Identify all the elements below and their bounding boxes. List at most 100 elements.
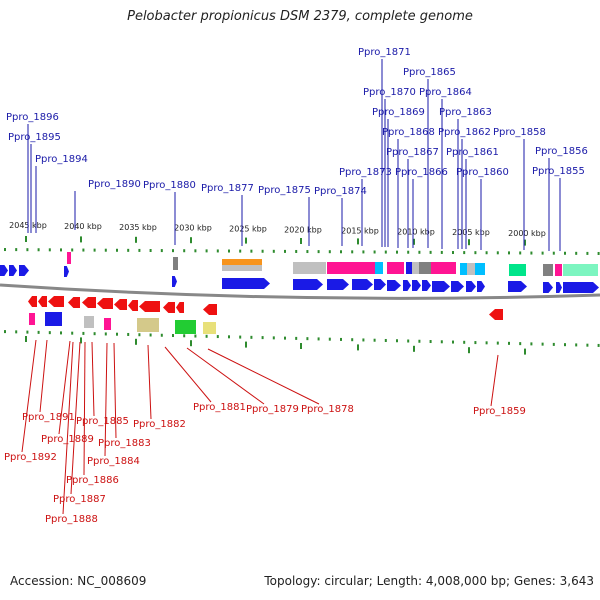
minor-tick [519, 251, 522, 255]
major-tick [135, 236, 137, 243]
major-tick [524, 239, 526, 246]
minor-tick [508, 251, 510, 255]
minor-tick [418, 250, 421, 254]
minor-tick [407, 250, 410, 254]
minor-tick [351, 338, 354, 342]
minor-tick [160, 249, 163, 253]
scale-tick-label: 2010 kbp [397, 227, 435, 236]
reverse-gene-arrow [176, 302, 184, 313]
minor-tick [306, 337, 309, 341]
reverse-gene-arrow [163, 302, 175, 313]
top-gene-label: Ppro_1871 [358, 47, 411, 58]
forward-gene-arrow [508, 281, 527, 292]
minor-tick [272, 336, 275, 340]
gene-leader-line [186, 347, 265, 405]
top-gene-label: Ppro_1894 [35, 154, 88, 165]
minor-tick [261, 249, 264, 253]
major-tick [190, 340, 192, 347]
reverse-gene-arrow [489, 309, 503, 320]
scale-tick-label: 2020 kbp [284, 226, 322, 235]
major-tick [300, 238, 302, 244]
minor-tick [138, 333, 141, 337]
top-gene-label: Ppro_1865 [403, 67, 456, 78]
minor-tick [250, 335, 253, 339]
minor-tick [272, 249, 275, 253]
top-gene-label: Ppro_1868 [382, 127, 435, 138]
gene-leader-line [164, 346, 212, 403]
major-tick [80, 236, 82, 243]
reverse-gene-arrow [38, 296, 47, 307]
major-tick [357, 238, 359, 245]
feature-block [555, 264, 562, 276]
forward-gene-arrow [432, 281, 450, 292]
feature-block [363, 262, 375, 274]
minor-tick [82, 331, 85, 335]
top-gene-label: Ppro_1864 [419, 87, 472, 98]
minor-tick [586, 251, 589, 255]
top-gene-label: Ppro_1858 [493, 127, 546, 138]
minor-tick [407, 339, 410, 343]
minor-tick [295, 336, 298, 340]
minor-tick [239, 335, 242, 339]
feature-block [104, 318, 111, 330]
minor-tick [48, 248, 51, 252]
major-tick [357, 344, 359, 351]
minor-tick [104, 332, 107, 336]
minor-tick [183, 249, 186, 253]
minor-tick [216, 249, 219, 253]
forward-gene-arrow [543, 282, 553, 293]
major-tick [300, 343, 302, 349]
minor-tick [463, 340, 466, 344]
minor-tick [541, 251, 544, 255]
forward-gene-arrow [556, 282, 562, 293]
forward-gene-arrow [64, 266, 69, 277]
minor-tick [373, 338, 376, 342]
map-title: Pelobacter propionicus DSM 2379, complet… [127, 9, 473, 24]
gene-leader-line [39, 339, 48, 413]
forward-gene-arrow [451, 281, 464, 292]
minor-tick [250, 249, 253, 253]
minor-tick [485, 341, 488, 345]
forward-gene-arrow [0, 265, 8, 276]
feature-block [460, 263, 467, 275]
minor-tick [127, 332, 130, 336]
scale-tick-label: 2000 kbp [508, 229, 546, 238]
minor-tick [429, 340, 432, 344]
feature-block [387, 262, 404, 274]
minor-tick [552, 342, 555, 346]
minor-tick [541, 342, 544, 346]
minor-tick [575, 251, 578, 255]
feature-block [45, 312, 62, 326]
feature-block [543, 264, 553, 276]
minor-tick [396, 339, 398, 343]
forward-gene-arrow [403, 280, 411, 291]
genome-summary: Topology: circular; Length: 4,008,000 bp… [264, 574, 594, 588]
gene-leader-line [207, 348, 320, 405]
top-gene-label: Ppro_1855 [532, 166, 585, 177]
minor-tick [530, 342, 533, 346]
minor-tick [71, 248, 74, 252]
minor-tick [216, 335, 219, 339]
major-tick [245, 237, 247, 244]
forward-gene-arrow [563, 282, 599, 293]
forward-gene-arrow [222, 278, 270, 289]
minor-tick [228, 335, 230, 339]
major-tick [413, 345, 415, 352]
minor-tick [172, 334, 174, 338]
top-gene-label: Ppro_1856 [535, 146, 588, 157]
scale-tick-label: 2025 kbp [229, 225, 267, 234]
minor-tick [362, 338, 365, 342]
minor-tick [317, 250, 320, 254]
minor-tick [15, 330, 18, 334]
feature-block [412, 262, 419, 274]
forward-gene-arrow [422, 280, 431, 291]
feature-block [222, 259, 262, 265]
top-gene-label: Ppro_1867 [386, 147, 439, 158]
minor-tick [452, 251, 454, 255]
forward-gene-arrow [477, 281, 485, 292]
accession-label: Accession: NC_008609 [10, 574, 147, 588]
minor-tick [172, 249, 174, 253]
minor-tick [463, 251, 466, 255]
feature-block [293, 262, 326, 274]
